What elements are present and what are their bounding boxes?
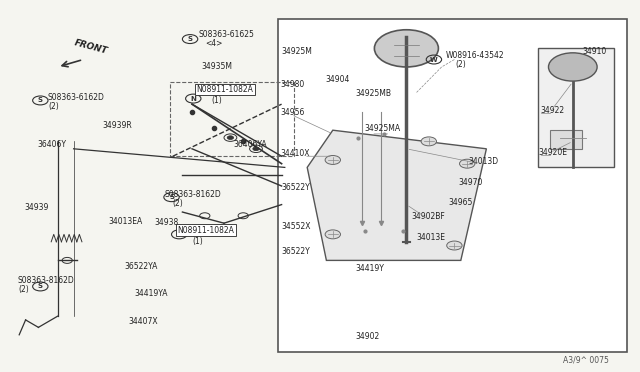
Text: 34925M: 34925M xyxy=(282,47,312,56)
Text: S08363-6162D: S08363-6162D xyxy=(48,93,105,102)
Polygon shape xyxy=(307,130,486,260)
Text: (2): (2) xyxy=(18,285,29,294)
Circle shape xyxy=(421,137,436,146)
Circle shape xyxy=(325,155,340,164)
Text: W: W xyxy=(430,57,438,62)
Text: N08911-1082A: N08911-1082A xyxy=(177,225,234,234)
Bar xyxy=(538,48,614,167)
Text: S: S xyxy=(38,97,43,103)
Bar xyxy=(170,82,294,156)
Text: 36522Y: 36522Y xyxy=(282,247,310,256)
Circle shape xyxy=(253,147,259,151)
Text: (1): (1) xyxy=(211,96,222,105)
Text: 34407X: 34407X xyxy=(128,317,157,326)
Text: (1): (1) xyxy=(192,237,203,246)
Text: S08363-8162D: S08363-8162D xyxy=(18,276,75,285)
Text: 34910: 34910 xyxy=(582,47,607,56)
Text: S: S xyxy=(169,194,174,200)
Text: (2): (2) xyxy=(173,199,184,208)
Text: 34925MB: 34925MB xyxy=(355,89,391,98)
Text: 34902: 34902 xyxy=(355,332,380,341)
Text: 34419Y: 34419Y xyxy=(356,264,385,273)
Text: (2): (2) xyxy=(456,60,467,69)
Text: 36522Y: 36522Y xyxy=(282,183,310,192)
Text: 34980: 34980 xyxy=(280,80,305,89)
Text: 34552X: 34552X xyxy=(282,222,311,231)
Text: (2): (2) xyxy=(48,102,59,111)
Text: 34904: 34904 xyxy=(325,75,349,84)
Text: 34013E: 34013E xyxy=(416,233,445,242)
Text: 34970: 34970 xyxy=(458,178,483,187)
Text: 34956: 34956 xyxy=(280,108,305,116)
Text: 34938: 34938 xyxy=(155,218,179,227)
Text: 34920E: 34920E xyxy=(539,148,568,157)
Text: N08911-1082A: N08911-1082A xyxy=(196,85,253,94)
Text: FRONT: FRONT xyxy=(74,38,109,56)
Text: N: N xyxy=(190,96,196,102)
Text: 34410X: 34410X xyxy=(280,149,310,158)
Text: 34419YA: 34419YA xyxy=(134,289,168,298)
Circle shape xyxy=(227,136,234,140)
Text: A3/9^ 0075: A3/9^ 0075 xyxy=(563,356,609,365)
Text: S08363-61625: S08363-61625 xyxy=(198,30,254,39)
Circle shape xyxy=(460,159,475,168)
Text: 34922: 34922 xyxy=(541,106,565,115)
Text: 34925MA: 34925MA xyxy=(365,124,401,133)
Circle shape xyxy=(447,241,462,250)
Circle shape xyxy=(548,53,597,81)
Text: 34902BF: 34902BF xyxy=(412,212,445,221)
Text: N: N xyxy=(176,231,182,237)
Text: 34939: 34939 xyxy=(24,203,49,212)
Text: <4>: <4> xyxy=(205,39,222,48)
Text: S: S xyxy=(38,283,43,289)
Bar xyxy=(278,19,627,352)
Bar xyxy=(550,130,582,149)
Text: 34965: 34965 xyxy=(448,198,472,207)
Text: 36522YA: 36522YA xyxy=(125,262,158,270)
Text: 36406Y: 36406Y xyxy=(37,140,66,149)
Text: 34935M: 34935M xyxy=(202,62,232,71)
Circle shape xyxy=(325,230,340,239)
Text: 34013D: 34013D xyxy=(468,157,499,166)
Circle shape xyxy=(374,30,438,67)
Text: 34013EA: 34013EA xyxy=(109,217,143,226)
Text: S: S xyxy=(188,36,193,42)
Text: W08916-43542: W08916-43542 xyxy=(445,51,504,60)
Text: 36406YA: 36406YA xyxy=(234,140,268,149)
Text: 34939R: 34939R xyxy=(102,121,132,130)
Text: S08363-8162D: S08363-8162D xyxy=(164,190,221,199)
